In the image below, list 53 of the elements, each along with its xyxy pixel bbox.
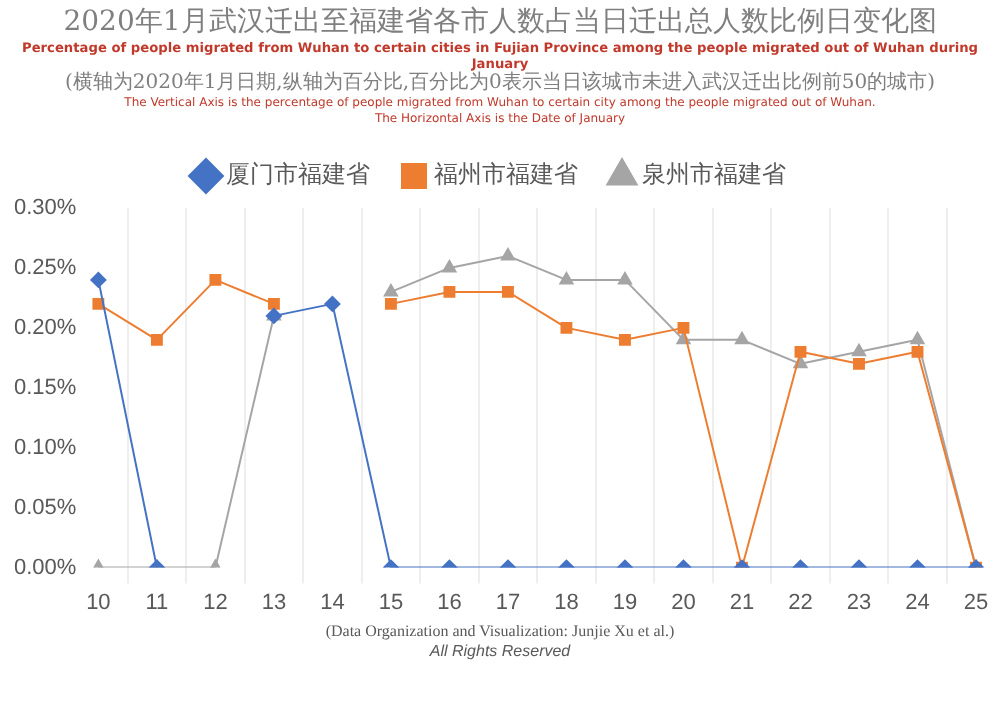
x-tick-label: 16 — [437, 590, 462, 615]
y-tick-label: 0.15% — [13, 375, 77, 400]
point — [384, 297, 397, 310]
point — [853, 357, 865, 370]
point — [150, 333, 163, 346]
x-tick-label: 11 — [145, 590, 169, 615]
point — [443, 285, 456, 298]
point — [501, 285, 514, 298]
x-tick-label: 23 — [846, 590, 872, 615]
x-tick-label: 12 — [203, 590, 228, 615]
point — [677, 321, 690, 334]
point — [851, 343, 867, 357]
x-tick-label: 17 — [495, 590, 521, 615]
y-tick-label: 0.20% — [13, 315, 77, 340]
point — [619, 333, 631, 346]
text: (Data Organization and Visualization: Junjie Xu et al.) — [323, 622, 677, 642]
text: (横轴为2020年1月日期,纵轴为百分比,百分比为0表示当日该城市未进入武汉迁出比例前50的城市) — [62, 72, 938, 96]
x-tick-label: 22 — [788, 590, 813, 615]
point — [734, 331, 750, 345]
y-tick-label: 0.05% — [13, 495, 77, 520]
legend-label: 泉州市福建省 — [642, 160, 786, 189]
point — [617, 271, 633, 285]
x-tick-label: 25 — [963, 590, 989, 615]
point — [92, 297, 105, 310]
x-tick-label: 10 — [86, 590, 111, 615]
x-tick-label: 20 — [671, 590, 696, 615]
point — [90, 271, 107, 288]
point — [500, 247, 515, 261]
point — [209, 273, 222, 286]
x-tick-label: 21 — [729, 590, 755, 615]
point — [324, 295, 341, 312]
chart-title: 2020年1月武汉迁出至福建省各市人数占当日迁出总人数比例日变化图 — [61, 4, 939, 40]
point — [442, 259, 457, 273]
point — [267, 297, 280, 310]
x-tick-label: 18 — [554, 590, 579, 615]
legend-label: 厦门市福建省 — [226, 160, 370, 189]
legend-label: 福州市福建省 — [434, 160, 578, 189]
point — [911, 345, 924, 358]
point — [794, 345, 807, 358]
y-tick-label: 0.25% — [13, 256, 77, 280]
y-tick-label: 0.30% — [13, 196, 77, 221]
point — [559, 271, 574, 285]
x-tick-label: 24 — [905, 590, 930, 615]
point — [910, 331, 925, 345]
x-tick-label: 13 — [261, 590, 287, 615]
x-tick-label: 19 — [612, 590, 638, 615]
text: All Rights Reserved — [427, 642, 573, 662]
point — [383, 283, 398, 297]
y-tick-label: 0.00% — [13, 555, 77, 580]
point — [560, 321, 573, 334]
x-tick-label: 14 — [320, 590, 345, 615]
x-tick-label: 15 — [378, 590, 404, 615]
y-tick-label: 0.10% — [13, 435, 77, 460]
